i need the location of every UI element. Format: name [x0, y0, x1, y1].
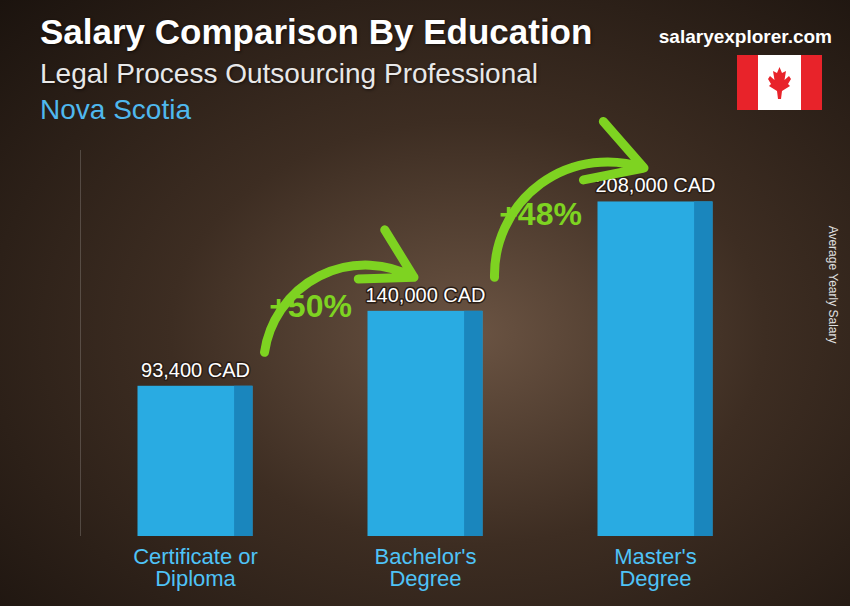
svg-text:Certificate orDiploma: Certificate orDiploma — [133, 544, 258, 591]
svg-text:Master'sDegree: Master'sDegree — [614, 544, 696, 591]
svg-text:93,400 CAD: 93,400 CAD — [141, 359, 250, 381]
svg-text:+48%: +48% — [499, 196, 582, 232]
svg-text:208,000 CAD: 208,000 CAD — [595, 174, 716, 197]
html-text:Legal Process Outsourcing Prof: Legal Process Outsourcing Professional — [40, 58, 538, 89]
html-text:Salary Comparison By Education: Salary Comparison By Education — [40, 12, 593, 51]
svg-text:+50%: +50% — [269, 288, 352, 324]
html-text:Nova Scotia: Nova Scotia — [40, 94, 191, 125]
svg-text:Average Yearly Salary: Average Yearly Salary — [826, 226, 840, 344]
svg-text:Bachelor'sDegree: Bachelor'sDegree — [374, 544, 476, 591]
html-text:salaryexplorer.com: salaryexplorer.com — [658, 26, 832, 47]
svg-text:140,000 CAD: 140,000 CAD — [365, 284, 485, 306]
